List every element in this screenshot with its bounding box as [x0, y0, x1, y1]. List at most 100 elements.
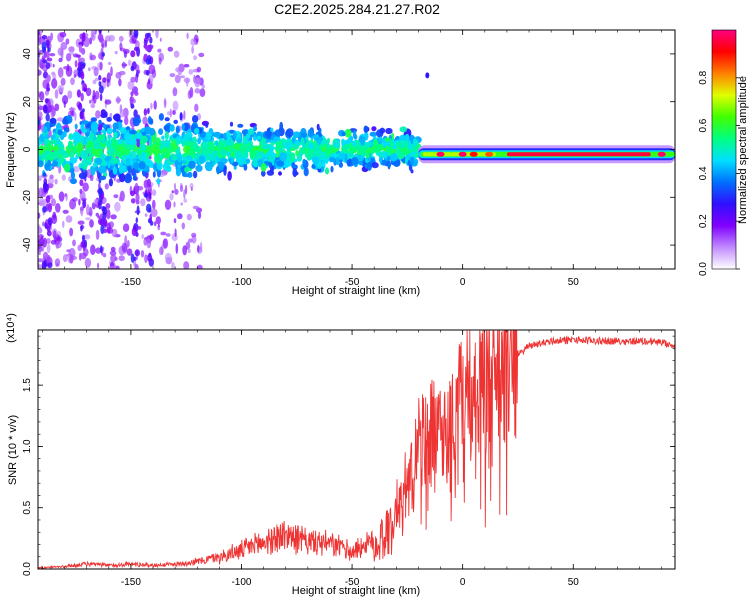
spectrogram-cell [186, 213, 192, 221]
spectrogram-cell [69, 157, 78, 164]
spectrogram-cell [172, 109, 176, 116]
spectrogram-cell [57, 67, 64, 78]
spectrogram-cell [51, 71, 56, 76]
spectrogram-cell [82, 182, 89, 192]
spectrogram-cell [107, 160, 111, 169]
spectrogram-cell [49, 174, 54, 180]
snr-frame [37, 329, 676, 570]
spectrogram-cell [160, 231, 167, 236]
spectrogram-cell [252, 134, 257, 141]
spectrogram-cell [188, 238, 193, 243]
colorbar-ticks: 0.0 0.2 0.4 0.6 0.8 [698, 70, 740, 276]
spectrogram-cell [106, 116, 112, 122]
spectrogram-cell [105, 139, 114, 148]
spectrogram-cell [127, 59, 132, 67]
spectrogram-cell [182, 153, 188, 158]
spectrogram-cell [379, 127, 386, 134]
spectrogram-cell [38, 212, 41, 220]
spectrogram-cell [181, 168, 185, 177]
spectrogram-cell [189, 87, 194, 98]
spectrogram-cell [67, 90, 73, 99]
spectrogram-cell [187, 171, 193, 178]
spectrogram-cell [197, 244, 200, 253]
spectrogram-cell [183, 110, 186, 120]
spectrogram-cell [196, 66, 202, 73]
spectrogram-cell [38, 234, 44, 240]
spectrogram-cell [237, 123, 244, 128]
spectrogram-cell [268, 155, 272, 160]
spectrogram-cell [84, 234, 91, 240]
spectrogram-cell [41, 35, 48, 40]
spectrogram-cell [172, 100, 179, 111]
spectrogram-cell [233, 130, 237, 139]
spectrogram-cell [110, 246, 116, 252]
spectrogram-cell [147, 107, 150, 115]
spectrogram-cell [104, 183, 109, 190]
spectrogram-cell [119, 172, 126, 183]
spectrogram-cell [106, 209, 111, 220]
spectrogram-cell [54, 258, 61, 267]
spectrogram-cell [57, 47, 64, 56]
colorbar: 0.0 0.2 0.4 0.6 0.8 Normalized spectral ampl… [698, 29, 749, 276]
spectrogram-cell [281, 152, 287, 162]
spectrogram-cell [145, 69, 150, 76]
spectrogram-cell [242, 135, 247, 145]
colorbar-tick-label: 0.2 [698, 214, 709, 228]
spectrogram-cell [229, 121, 234, 127]
spectrogram-cell [231, 161, 239, 167]
spectrogram-cell [76, 142, 84, 152]
spectrogram-cell [317, 155, 325, 161]
spectrogram-cell [349, 142, 353, 153]
spectrogram-cell [130, 103, 135, 109]
spectrogram-cell [119, 127, 127, 134]
snr-series [38, 330, 675, 569]
spectrogram-cell [142, 116, 148, 125]
spectrogram-cell [311, 156, 319, 164]
spectrogram-cell [146, 178, 151, 187]
spectrogram-cell [74, 123, 78, 130]
spectrogram-cell [90, 121, 99, 131]
spectrogram-cell [38, 69, 42, 76]
spectrogram-cell [56, 117, 64, 122]
spectrogram-cell [285, 141, 294, 149]
spectrogram-cell [42, 221, 45, 227]
spectrogram-cell [152, 171, 156, 178]
spectrogram-cell [78, 198, 81, 206]
spectrogram-cell [65, 215, 73, 223]
spectrogram-cell [115, 265, 120, 269]
spectrogram-cell [98, 81, 102, 87]
spectrogram-cell [127, 165, 132, 174]
snr-y-scale-note: (x10⁴) [5, 313, 17, 343]
spectrogram-cell [44, 162, 51, 171]
spectrogram-y-tick-label: 0 [22, 146, 33, 152]
spectrogram-cell [92, 142, 101, 149]
spectrogram-cell [106, 227, 114, 234]
snr-y-tick-label: 1.0 [22, 439, 33, 453]
snr-x-ticks: -150 -100 -50 0 50 [42, 330, 663, 588]
spectrogram-cell [180, 202, 183, 206]
spectrogram-cell [108, 146, 115, 156]
spectrogram-cell [46, 74, 51, 83]
spectrogram-y-tick-label: 20 [22, 96, 33, 108]
spectrogram-cell [104, 111, 108, 118]
spectrogram-cell [79, 179, 84, 187]
spectrogram-cell [135, 40, 140, 49]
spectrogram-cell [113, 131, 118, 139]
spectrogram-cell [102, 77, 107, 83]
spectrogram-cell [365, 153, 370, 158]
spectrogram-cell [385, 127, 393, 135]
spectrogram-cell [144, 213, 148, 217]
spectrogram-cell [174, 182, 176, 191]
spectrogram-cell [73, 74, 77, 78]
spectrogram-cell [110, 66, 113, 77]
spectrogram-cell [44, 134, 50, 140]
spectrogram-cell [63, 163, 71, 173]
spectrogram-cell [341, 131, 346, 137]
spectrogram-cell [135, 132, 143, 139]
spectrogram-cell [80, 92, 84, 102]
spectrogram-cell [38, 187, 44, 198]
spectrogram-cell [307, 128, 314, 138]
spectrogram-cell [157, 223, 160, 228]
spectrogram-cell [136, 205, 140, 216]
